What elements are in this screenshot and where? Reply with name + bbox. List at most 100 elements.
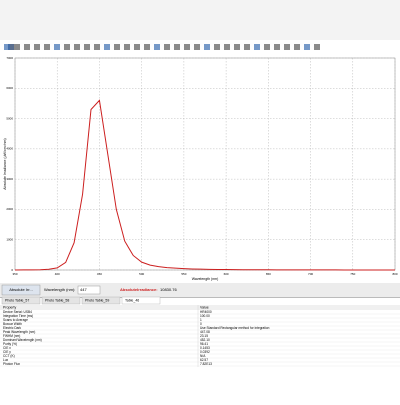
toolbar-icon[interactable] [184, 44, 190, 50]
property-name: CCT (K) [3, 354, 15, 358]
property-name: Electric Dark [3, 326, 21, 330]
toolbar-icon[interactable] [194, 44, 200, 50]
toolbar-icon[interactable] [294, 44, 300, 50]
toolbar-icons [8, 44, 14, 50]
toolbar-icon[interactable] [274, 44, 280, 50]
tab[interactable] [1, 296, 41, 305]
toolbar [0, 0, 400, 40]
x-tick-label: 750 [350, 272, 355, 276]
tab[interactable] [41, 296, 81, 305]
column-header: Property [3, 305, 16, 309]
property-value: 452.10 [200, 338, 210, 342]
toolbar-icon[interactable] [24, 44, 30, 50]
readout-value: 10830.76 [160, 287, 177, 292]
tab-label: Photo Table_59 [85, 298, 109, 302]
table-header [0, 305, 400, 310]
x-tick-label: 400 [55, 272, 60, 276]
property-name: FWHM (nm) [3, 334, 20, 338]
x-tick-label: 500 [139, 272, 144, 276]
toolbar-icon[interactable] [134, 44, 140, 50]
property-name: Lux [3, 358, 9, 362]
toolbar-icon[interactable] [264, 44, 270, 50]
property-name: Dominant Wavelength (nm) [3, 338, 42, 342]
toolbar-icon[interactable] [104, 44, 110, 50]
toolbar-icon[interactable] [54, 44, 60, 50]
y-tick-label: 2000 [6, 207, 13, 211]
toolbar-icon[interactable] [224, 44, 230, 50]
toolbar-icon[interactable] [124, 44, 130, 50]
x-tick-label: 650 [266, 272, 271, 276]
y-tick-label: 3000 [6, 177, 13, 181]
toolbar-icon[interactable] [94, 44, 100, 50]
property-value: 0 [200, 322, 202, 326]
toolbar-icon[interactable] [234, 44, 240, 50]
property-value: Use Standard Rectangular method for inte… [200, 326, 270, 330]
toolbar-icon[interactable] [64, 44, 70, 50]
toolbar-icon[interactable] [34, 44, 40, 50]
toolbar-icon[interactable] [304, 44, 310, 50]
tab-label: Photo Table_57 [5, 298, 29, 302]
wavelength-input[interactable] [77, 285, 101, 295]
y-tick-label: 6000 [6, 86, 13, 90]
mode-button-label: Absolute Irr... [9, 287, 33, 292]
toolbar-icon[interactable] [4, 44, 10, 50]
icon[interactable] [8, 44, 14, 50]
property-value: 447.08 [200, 330, 210, 334]
property-name: Integration Time (ms) [3, 314, 33, 318]
spectrum-line [14, 99, 395, 271]
y-tick-label: 5000 [6, 116, 13, 120]
x-tick-label: 700 [308, 272, 313, 276]
property-name: CIE y [3, 350, 11, 354]
property-value: 23.15 [200, 334, 208, 338]
toolbar-icon[interactable] [144, 44, 150, 50]
property-value: 62.57 [200, 358, 208, 362]
property-name: Device Serial: USB4 [3, 310, 32, 314]
x-tick-label: 600 [224, 272, 229, 276]
toolbar-icon[interactable] [314, 44, 320, 50]
x-tick-label: 350 [12, 272, 17, 276]
property-value: 0.1453 [200, 346, 210, 350]
toolbar-icon[interactable] [154, 44, 160, 50]
toolbar-icon[interactable] [14, 44, 20, 50]
divider [0, 297, 400, 298]
toolbar-icon[interactable] [214, 44, 220, 50]
toolbar-icon[interactable] [164, 44, 170, 50]
readout-label: AbsoluteIrradiance: [120, 287, 158, 292]
property-value: N/A [200, 354, 206, 358]
toolbar-icon[interactable] [284, 44, 290, 50]
tab[interactable] [121, 296, 161, 305]
y-tick-label: 0 [11, 268, 13, 272]
x-tick-label: 450 [97, 272, 102, 276]
property-value: 0.0392 [200, 350, 210, 354]
mode-button[interactable] [1, 284, 41, 296]
toolbar-icon[interactable] [44, 44, 50, 50]
y-tick-label: 7000 [6, 56, 13, 60]
tab-label: Table_46 [125, 298, 139, 302]
toolbar-icon[interactable] [114, 44, 120, 50]
property-value: 100.00 [200, 314, 210, 318]
column-header: Value [200, 305, 209, 309]
toolbar-icon[interactable] [74, 44, 80, 50]
property-value: 1 [200, 318, 202, 322]
y-tick-label: 1000 [6, 238, 13, 242]
property-name: CIE x [3, 346, 11, 350]
toolbar-icon[interactable] [174, 44, 180, 50]
property-name: Purity (%) [3, 342, 17, 346]
toolbar-icon[interactable] [84, 44, 90, 50]
tab[interactable] [81, 296, 121, 305]
plot-area [14, 57, 396, 271]
property-value: 7.82E13 [200, 362, 212, 366]
property-name: Boxcar Width [3, 322, 22, 326]
property-name: Peak Wavelength (nm) [3, 330, 35, 334]
y-axis-label: Absolute Irradiance (µW/cm²/nm) [3, 138, 7, 189]
x-tick-label: 550 [181, 272, 186, 276]
toolbar-icon[interactable] [244, 44, 250, 50]
toolbar-icon[interactable] [254, 44, 260, 50]
x-axis-label: Wavelength (nm) [192, 277, 219, 281]
tab-label: Photo Table_58 [45, 298, 69, 302]
x-tick-label: 800 [392, 272, 397, 276]
toolbar-icon[interactable] [204, 44, 210, 50]
wavelength-value: 447 [80, 287, 87, 292]
